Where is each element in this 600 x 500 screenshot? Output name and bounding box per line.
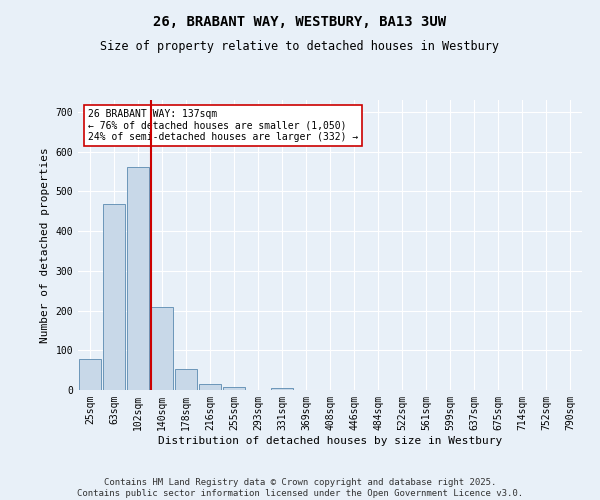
Bar bbox=[223, 387, 245, 390]
Text: 26, BRABANT WAY, WESTBURY, BA13 3UW: 26, BRABANT WAY, WESTBURY, BA13 3UW bbox=[154, 15, 446, 29]
Bar bbox=[127, 166, 149, 390]
Bar bbox=[103, 204, 125, 390]
Text: Contains HM Land Registry data © Crown copyright and database right 2025.
Contai: Contains HM Land Registry data © Crown c… bbox=[77, 478, 523, 498]
Y-axis label: Number of detached properties: Number of detached properties bbox=[40, 147, 50, 343]
Bar bbox=[151, 308, 173, 390]
Text: Size of property relative to detached houses in Westbury: Size of property relative to detached ho… bbox=[101, 40, 499, 53]
Bar bbox=[271, 388, 293, 390]
Bar bbox=[79, 359, 101, 390]
Text: 26 BRABANT WAY: 137sqm
← 76% of detached houses are smaller (1,050)
24% of semi-: 26 BRABANT WAY: 137sqm ← 76% of detached… bbox=[88, 108, 358, 142]
Bar bbox=[199, 384, 221, 390]
X-axis label: Distribution of detached houses by size in Westbury: Distribution of detached houses by size … bbox=[158, 436, 502, 446]
Bar bbox=[175, 368, 197, 390]
